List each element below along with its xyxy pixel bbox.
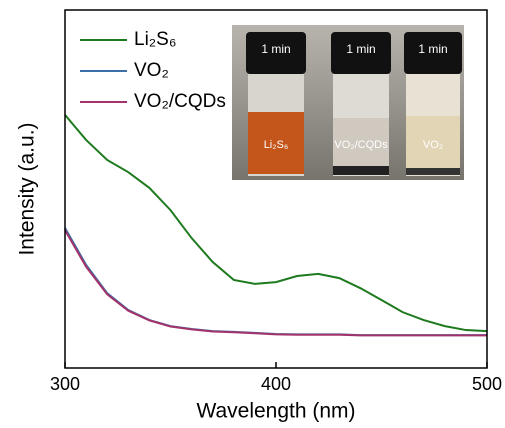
x-tick-label: 500	[472, 374, 502, 394]
legend-label: VO₂	[134, 60, 169, 81]
inset-time-label: 1 min	[261, 42, 290, 56]
inset-vial-label: VO₂	[423, 139, 443, 151]
legend-label: Li₂S₆	[134, 29, 177, 50]
x-tick-label: 400	[261, 374, 291, 394]
y-axis-label: Intensity (a.u.)	[16, 122, 39, 255]
chart: Wavelength (nm) Intensity (a.u.) 300 400 5…	[0, 0, 505, 428]
inset-vial-label: VO₂/CQDs	[334, 139, 388, 151]
inset-time-label: 1 min	[418, 42, 447, 56]
inset-vial-label: Li₂S₆	[264, 139, 289, 151]
legend-label: VO₂/CQDs	[134, 91, 226, 112]
page: Wavelength (nm) Intensity (a.u.) 300 400 5…	[0, 0, 505, 428]
inset-time-label: 1 min	[346, 42, 375, 56]
x-axis-label: Wavelength (nm)	[196, 400, 355, 423]
x-tick-label: 300	[50, 374, 80, 394]
